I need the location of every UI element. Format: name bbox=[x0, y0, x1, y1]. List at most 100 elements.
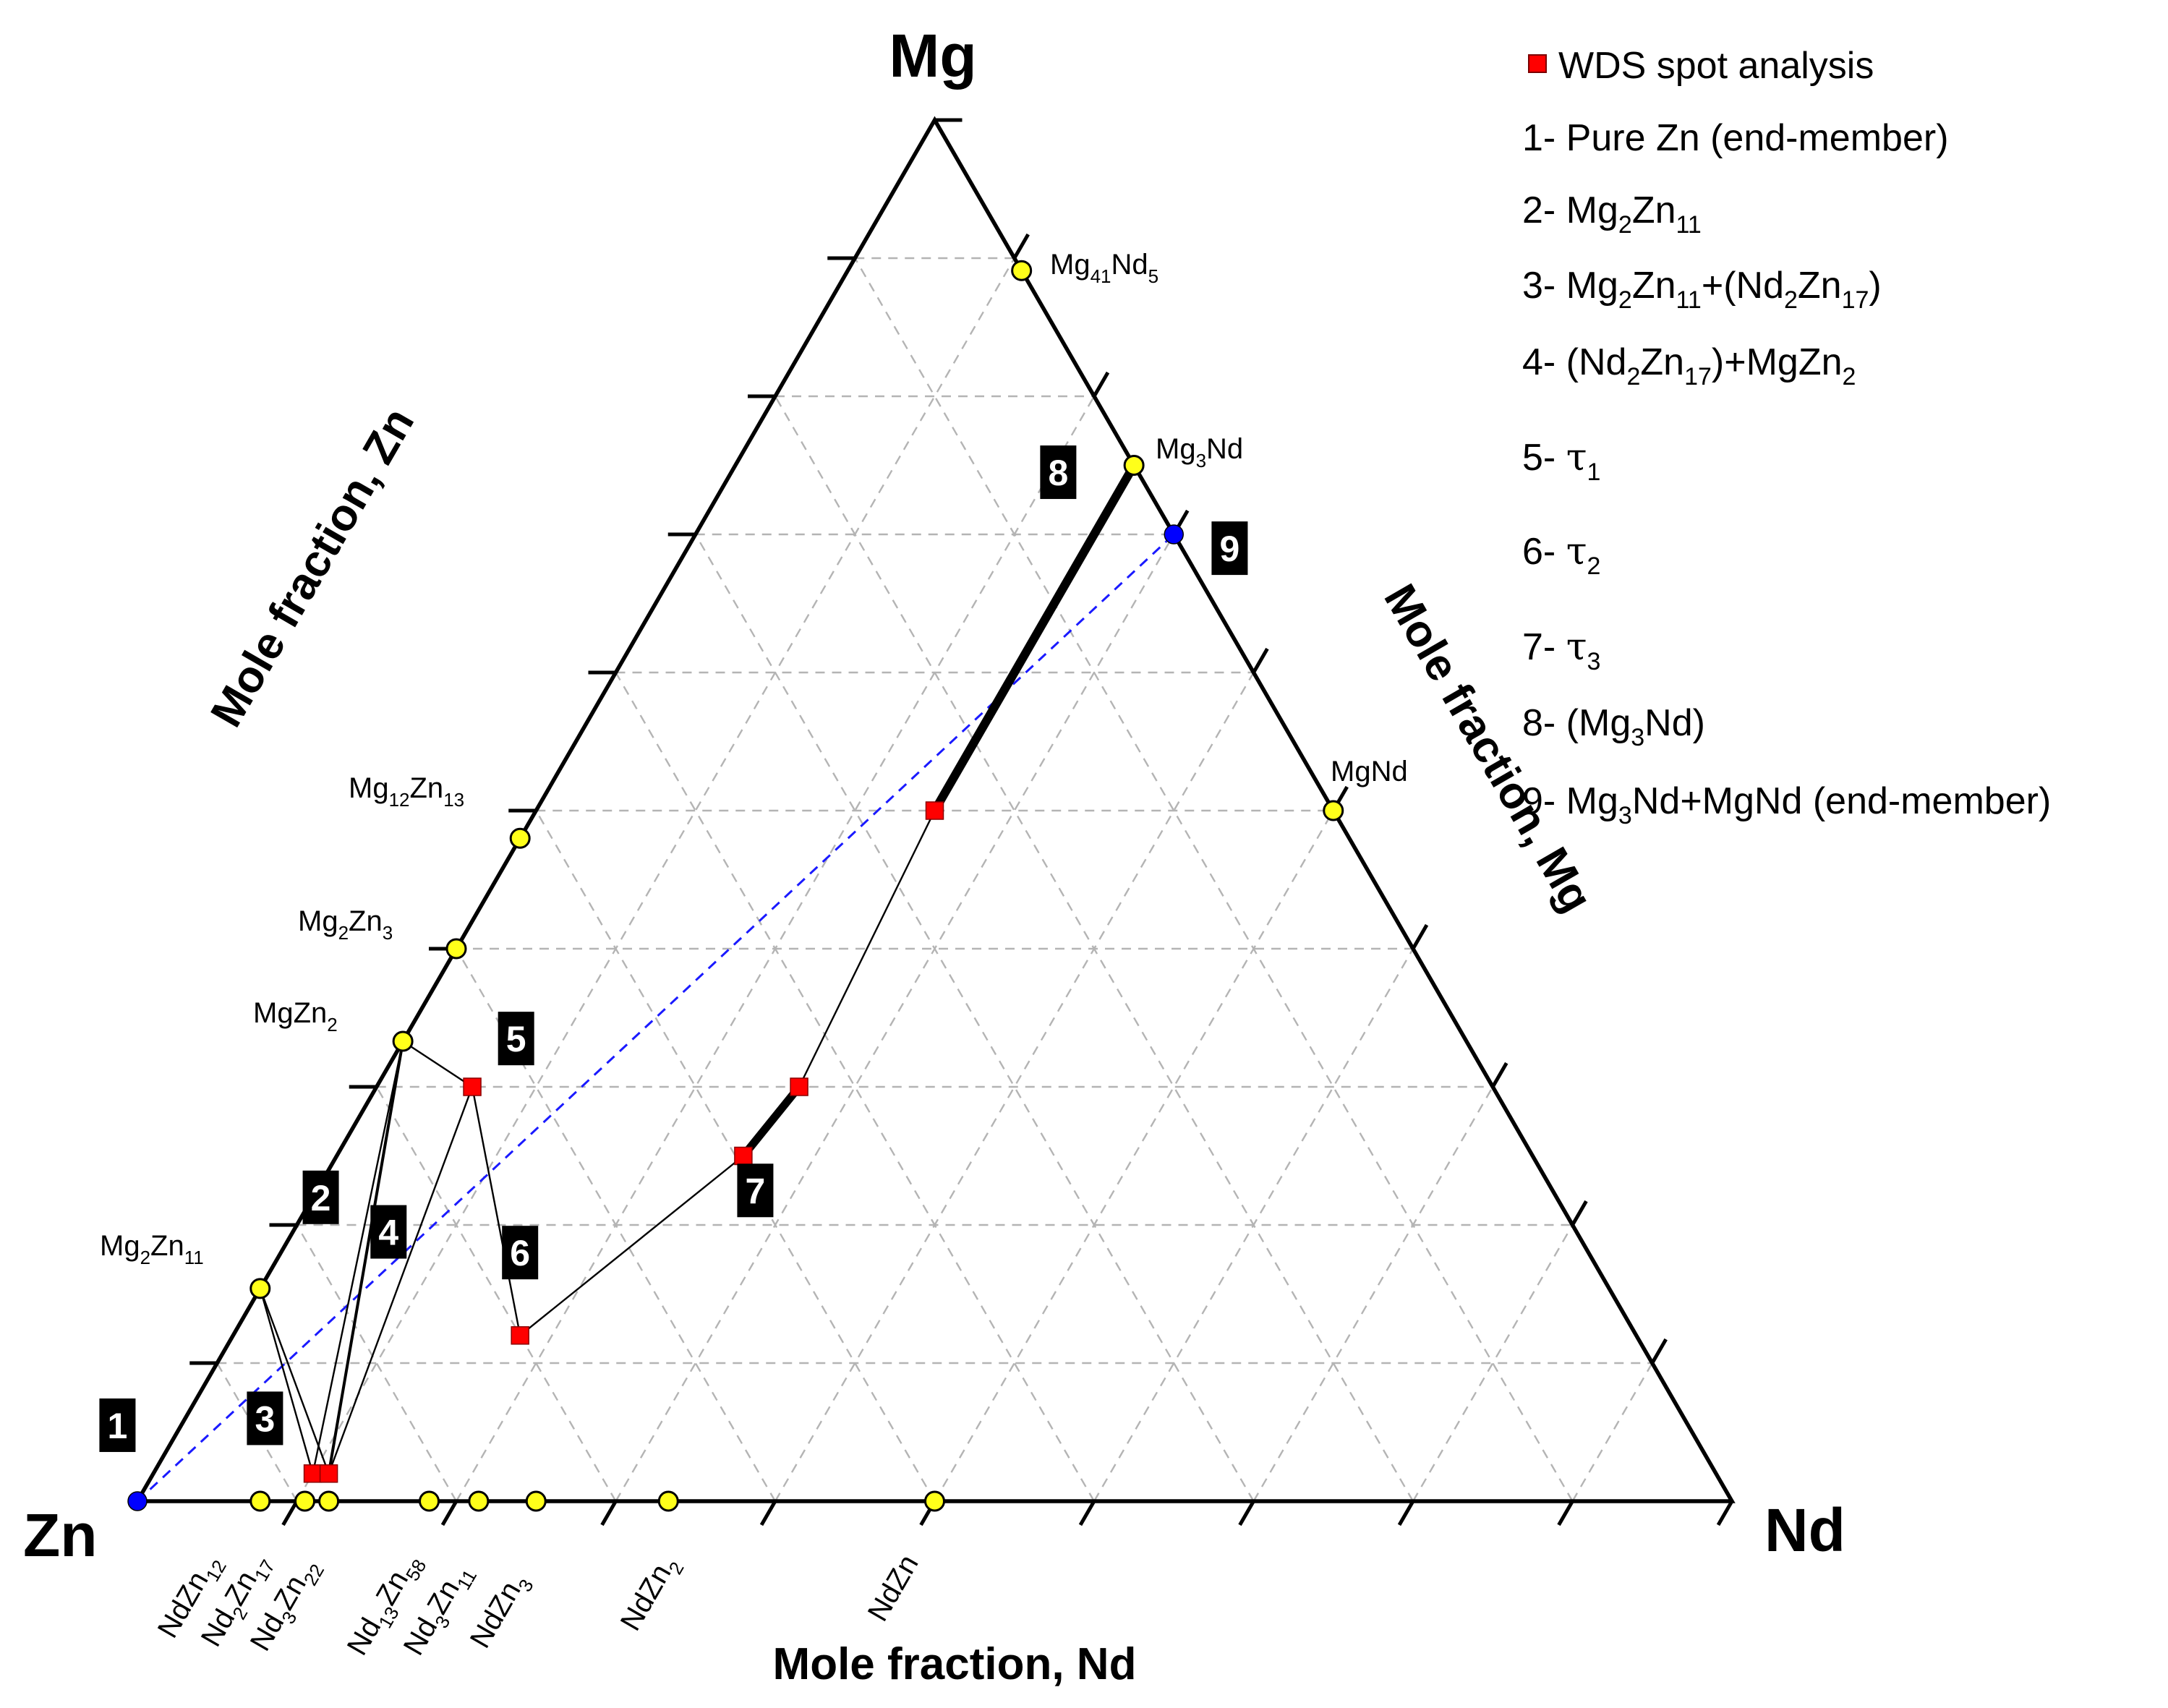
badge-number: 6 bbox=[510, 1233, 530, 1273]
grid-lines bbox=[216, 257, 1653, 1502]
corner-label-top: Mg bbox=[889, 22, 976, 90]
tie-line bbox=[402, 1040, 473, 1088]
tie-line bbox=[328, 1086, 474, 1474]
compound-marker-ndzn bbox=[924, 1490, 945, 1512]
legend-entry-5: 5- τ1 bbox=[1522, 436, 1600, 486]
tick-bottom bbox=[1557, 1500, 1574, 1526]
legend: WDS spot analysis 1- Pure Zn (end-member… bbox=[1522, 45, 2051, 829]
tick-bottom bbox=[281, 1500, 299, 1526]
grid-line bbox=[854, 257, 1574, 1502]
tie-line bbox=[740, 1084, 803, 1158]
axis-title-bottom: Mole fraction, Nd bbox=[773, 1639, 1137, 1689]
tie-line bbox=[259, 1288, 330, 1474]
badge-number: 2 bbox=[311, 1178, 331, 1218]
grid-line bbox=[1412, 1224, 1574, 1502]
badge-box bbox=[1040, 445, 1077, 500]
grid-line bbox=[694, 534, 1255, 1502]
tick-right bbox=[1491, 1062, 1508, 1088]
wds-marker-s4 bbox=[319, 1464, 338, 1483]
wds-marker-s8 bbox=[925, 801, 944, 820]
badge-box bbox=[370, 1205, 407, 1259]
grid-line bbox=[1093, 948, 1414, 1502]
grid-line bbox=[375, 1086, 617, 1502]
legend-entry-6: 6- τ2 bbox=[1522, 530, 1600, 580]
compound-marker-mg3nd bbox=[1123, 455, 1145, 476]
badge-number: 8 bbox=[1048, 453, 1068, 493]
badge-box bbox=[247, 1391, 283, 1446]
compound-label-mg41nd5: Mg41Nd5 bbox=[1050, 249, 1158, 287]
grid-line bbox=[1571, 1362, 1653, 1502]
badge-box bbox=[99, 1398, 136, 1452]
region-badge-3: 3 bbox=[247, 1391, 283, 1446]
legend-entry-3: 3- Mg2Zn11+(Nd2Zn17) bbox=[1522, 265, 1882, 314]
grid-line bbox=[615, 672, 1096, 1502]
grid-line bbox=[296, 1224, 458, 1502]
badge-number: 5 bbox=[506, 1019, 526, 1059]
badge-number: 4 bbox=[378, 1213, 398, 1253]
legend-entry-4: 4- (Nd2Zn17)+MgZn2 bbox=[1522, 341, 1856, 390]
compound-marker-ndzn12 bbox=[249, 1490, 271, 1512]
compound-markers bbox=[249, 260, 1344, 1512]
legend-entry-2: 2- Mg2Zn11 bbox=[1522, 189, 1702, 239]
badge-box bbox=[737, 1163, 774, 1218]
tick-marks bbox=[189, 118, 1734, 1526]
region-badge-4: 4 bbox=[370, 1205, 407, 1259]
tick-right bbox=[1012, 233, 1030, 260]
badge-number: 3 bbox=[255, 1399, 275, 1439]
tick-bottom bbox=[1397, 1500, 1415, 1526]
compound-marker-mg2zn11 bbox=[249, 1278, 271, 1299]
badge-box bbox=[498, 1012, 534, 1066]
compound-marker-ndzn2 bbox=[657, 1490, 679, 1512]
axis-title-left: Mole fraction, Zn bbox=[201, 400, 424, 735]
badge-box bbox=[302, 1170, 339, 1224]
region-badge-8: 8 bbox=[1040, 445, 1077, 500]
wds-marker-s2 bbox=[303, 1464, 323, 1483]
legend-wds-swatch bbox=[1528, 54, 1547, 73]
tick-bottom bbox=[759, 1500, 777, 1526]
tie-line bbox=[327, 1041, 405, 1474]
tick-corner-nd bbox=[1716, 1500, 1734, 1526]
compound-label-mg2zn3: Mg2Zn3 bbox=[298, 905, 393, 944]
compound-label-mg12zn13: Mg12Zn13 bbox=[349, 772, 464, 811]
grid-line bbox=[455, 948, 777, 1502]
compound-labels: Mg41Nd5 Mg3Nd MgNd Mg12Zn13 Mg2Zn3 MgZn2 Mg2Zn… bbox=[100, 249, 1408, 1661]
tie-lines bbox=[259, 463, 1138, 1474]
badge-box bbox=[1211, 521, 1248, 576]
grid-line bbox=[296, 257, 1015, 1502]
tick-bottom bbox=[1078, 1500, 1096, 1526]
compound-marker-nd3zn11 bbox=[468, 1490, 490, 1512]
end-member-marker-zn bbox=[127, 1491, 148, 1511]
region-badge-6: 6 bbox=[502, 1226, 539, 1280]
badge-number: 1 bbox=[108, 1406, 128, 1446]
compound-marker-nd2zn17 bbox=[294, 1490, 316, 1512]
tie-line bbox=[471, 1086, 521, 1336]
tick-right bbox=[1252, 647, 1269, 674]
region-badge-1: 1 bbox=[99, 1398, 136, 1452]
tick-right bbox=[1092, 371, 1110, 398]
grid-line bbox=[615, 534, 1175, 1502]
compound-marker-mg2zn3 bbox=[445, 938, 467, 960]
wds-marker-s7b bbox=[790, 1077, 808, 1096]
legend-entry-8: 8- (Mg3Nd) bbox=[1522, 702, 1705, 751]
grid-line bbox=[934, 810, 1334, 1502]
compound-marker-nd13zn58 bbox=[419, 1490, 440, 1512]
tie-line bbox=[931, 463, 1138, 813]
tick-bottom bbox=[1238, 1500, 1255, 1526]
compound-label-mgzn2: MgZn2 bbox=[253, 997, 338, 1036]
grid-line bbox=[1252, 1086, 1494, 1502]
tie-line bbox=[519, 1155, 744, 1336]
legend-entry-9: 9- Mg3Nd+MgNd (end-member) bbox=[1522, 780, 2051, 829]
compound-marker-mgzn2 bbox=[392, 1030, 414, 1052]
badge-box bbox=[502, 1226, 539, 1280]
badge-number: 9 bbox=[1220, 529, 1240, 569]
end-member-marker-mg3nd_mgnd bbox=[1164, 524, 1184, 545]
legend-entry-1: 1- Pure Zn (end-member) bbox=[1522, 117, 1949, 159]
compound-marker-nd3zn22 bbox=[318, 1490, 340, 1512]
legend-entry-7: 7- τ3 bbox=[1522, 625, 1600, 675]
tick-bottom bbox=[600, 1500, 618, 1526]
region-badges: 1 2 3 4 5 6 7 8 9 bbox=[99, 445, 1248, 1452]
wds-markers bbox=[303, 801, 944, 1483]
compound-marker-mg41nd5 bbox=[1011, 260, 1033, 281]
